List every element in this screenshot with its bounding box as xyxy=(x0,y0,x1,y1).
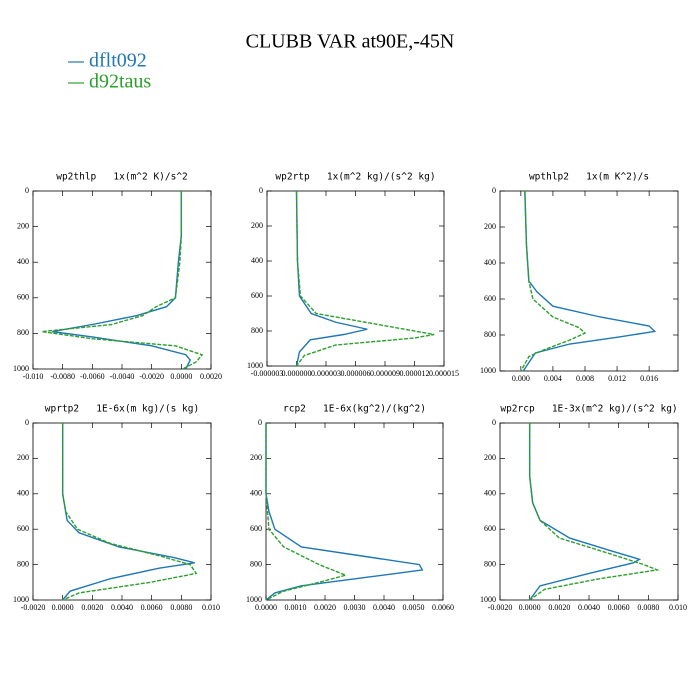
profile-line xyxy=(265,423,348,601)
y-tick-label: 1000 xyxy=(13,364,29,373)
y-tick-label: 1000 xyxy=(480,595,496,604)
x-tick-label: 0.0060 xyxy=(432,603,454,612)
x-tick-label: 0.010 xyxy=(669,603,687,612)
y-tick-label: 400 xyxy=(17,489,29,498)
y-tick-label: 400 xyxy=(484,258,496,267)
x-tick-label: -0.0080 xyxy=(50,372,75,381)
panel-title: rcp2 1E-6x(kg^2)/(kg^2) xyxy=(283,404,426,415)
figure-title: CLUBB VAR at90E,-45N xyxy=(246,31,455,53)
x-tick-label: 0.000000 xyxy=(282,369,312,378)
x-tick-label: -0.0020 xyxy=(139,372,164,381)
x-tick-label: 0.000009 xyxy=(370,369,400,378)
profile-line xyxy=(520,190,587,372)
x-tick-label: -0.0040 xyxy=(110,372,135,381)
profile-line xyxy=(265,423,424,601)
y-tick-label: 600 xyxy=(17,524,29,533)
y-tick-label: 200 xyxy=(251,221,263,230)
y-tick-label: 0 xyxy=(25,186,29,195)
y-tick-label: 1000 xyxy=(246,595,262,604)
y-tick-label: 0 xyxy=(25,418,29,427)
profile-line xyxy=(528,423,642,601)
plot-frame xyxy=(499,190,679,372)
x-tick-label: -0.0060 xyxy=(80,372,105,381)
legend-label: dflt092 xyxy=(89,50,147,72)
profile-line xyxy=(295,190,368,367)
x-tick-label: 0.0060 xyxy=(608,603,630,612)
x-tick-label: 0.004 xyxy=(544,374,562,383)
x-tick-label: 0.0040 xyxy=(373,603,395,612)
x-tick-label: -0.0020 xyxy=(21,603,46,612)
y-tick-label: 200 xyxy=(484,453,496,462)
x-tick-label: 0.008 xyxy=(576,374,594,383)
x-tick-label: -0.010 xyxy=(23,372,44,381)
y-tick-label: 800 xyxy=(484,559,496,568)
x-tick-label: 0.000003 xyxy=(311,369,341,378)
x-tick-label: 0.0020 xyxy=(200,372,222,381)
x-tick-label: 0.0050 xyxy=(403,603,425,612)
y-tick-label: 200 xyxy=(17,221,29,230)
y-tick-label: 800 xyxy=(17,559,29,568)
y-tick-label: 600 xyxy=(484,524,496,533)
y-tick-label: 600 xyxy=(17,293,29,302)
profile-line xyxy=(528,423,660,601)
profile-line xyxy=(61,423,198,601)
y-tick-label: 400 xyxy=(250,489,262,498)
x-tick-label: 0.000012 xyxy=(400,369,430,378)
x-tick-label: 0.0020 xyxy=(81,603,103,612)
y-tick-label: 1000 xyxy=(13,595,29,604)
x-tick-label: 0.012 xyxy=(608,374,626,383)
panel-title: wp2rtp 1x(m^2 kg)/(s^2 kg) xyxy=(275,172,435,183)
x-tick-label: 0.0000 xyxy=(519,603,541,612)
x-tick-label: 0.000 xyxy=(512,374,530,383)
x-tick-label: 0.016 xyxy=(640,374,658,383)
y-tick-label: 400 xyxy=(484,489,496,498)
x-tick-label: 0.0030 xyxy=(344,603,366,612)
y-tick-label: 200 xyxy=(250,453,262,462)
y-tick-label: 800 xyxy=(17,328,29,337)
y-tick-label: 0 xyxy=(259,186,263,195)
y-tick-label: 1000 xyxy=(480,366,496,375)
panel-title: wp2rcp 1E-3x(m^2 kg)/(s^2 kg) xyxy=(500,404,677,415)
panel-title: wpthlp2 1x(m K^2)/s xyxy=(529,172,649,183)
x-tick-label: 0.0080 xyxy=(637,603,659,612)
x-tick-label: 0.0080 xyxy=(170,603,192,612)
x-tick-label: 0.0020 xyxy=(548,603,570,612)
y-tick-label: 0 xyxy=(492,418,496,427)
x-tick-label: 0.0010 xyxy=(285,603,307,612)
profile-line xyxy=(295,190,435,367)
y-tick-label: 400 xyxy=(17,257,29,266)
y-tick-label: 600 xyxy=(251,291,263,300)
x-tick-label: 0.0000 xyxy=(52,603,74,612)
profile-line xyxy=(52,191,192,370)
y-tick-label: 1000 xyxy=(247,361,263,370)
legend-label: d92taus xyxy=(89,71,151,93)
y-tick-label: 800 xyxy=(484,330,496,339)
y-tick-label: 600 xyxy=(484,294,496,303)
panel-title: wprtp2 1E-6x(m kg)/(s kg) xyxy=(45,404,199,415)
x-tick-label: -0.0020 xyxy=(488,603,513,612)
y-tick-label: 400 xyxy=(251,256,263,265)
x-tick-label: 0.000006 xyxy=(341,369,371,378)
profile-line xyxy=(41,191,204,370)
x-tick-label: 0.0040 xyxy=(111,603,133,612)
y-tick-label: 0 xyxy=(492,186,496,195)
y-tick-label: 200 xyxy=(484,222,496,231)
y-tick-label: 600 xyxy=(250,524,262,533)
x-tick-label: 0.010 xyxy=(202,603,220,612)
x-tick-label: 0.000015 xyxy=(429,369,459,378)
y-tick-label: 800 xyxy=(250,559,262,568)
x-tick-label: -0.000003 xyxy=(251,369,284,378)
x-tick-label: 0.0000 xyxy=(170,372,192,381)
x-tick-label: 0.0040 xyxy=(578,603,600,612)
y-tick-label: 800 xyxy=(251,326,263,335)
x-tick-label: 0.0060 xyxy=(141,603,163,612)
x-tick-label: 0.0020 xyxy=(314,603,336,612)
x-tick-label: 0.0000 xyxy=(255,603,277,612)
y-tick-label: 200 xyxy=(17,453,29,462)
panel-title: wp2thlp 1x(m^2 K)/s^2 xyxy=(56,172,188,183)
y-tick-label: 0 xyxy=(258,418,262,427)
